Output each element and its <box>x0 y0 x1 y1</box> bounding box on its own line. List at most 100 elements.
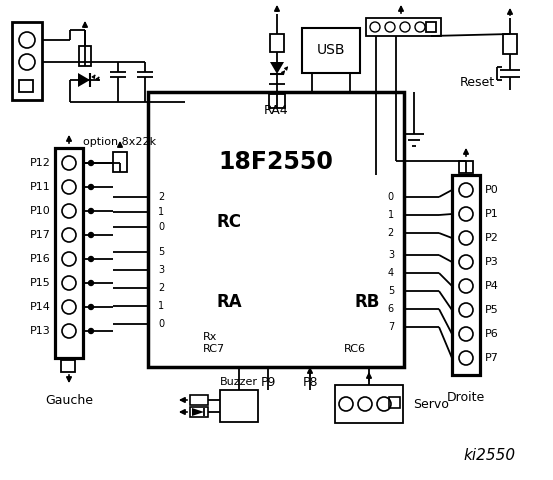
Text: RA: RA <box>216 293 242 311</box>
Bar <box>335 385 403 423</box>
Bar <box>452 175 480 375</box>
Circle shape <box>377 397 391 411</box>
Bar <box>190 395 208 405</box>
Text: Droite: Droite <box>447 391 485 404</box>
Circle shape <box>88 208 93 214</box>
Text: 3: 3 <box>388 250 394 260</box>
Text: P11: P11 <box>30 182 51 192</box>
Text: 0: 0 <box>158 319 164 329</box>
Circle shape <box>459 231 473 245</box>
Text: 6: 6 <box>388 304 394 314</box>
Circle shape <box>62 180 76 194</box>
Bar <box>270 34 284 52</box>
Text: 1: 1 <box>158 301 164 311</box>
Text: P17: P17 <box>30 230 51 240</box>
Polygon shape <box>192 408 204 416</box>
Circle shape <box>385 22 395 32</box>
Circle shape <box>62 252 76 266</box>
Circle shape <box>88 160 93 166</box>
Text: 2: 2 <box>158 283 164 293</box>
Text: P3: P3 <box>485 257 499 267</box>
Circle shape <box>62 300 76 314</box>
Bar <box>269 94 285 108</box>
Text: 5: 5 <box>158 247 164 257</box>
Text: 0: 0 <box>158 222 164 232</box>
Text: Gauche: Gauche <box>45 394 93 407</box>
Text: P16: P16 <box>30 254 51 264</box>
Circle shape <box>459 207 473 221</box>
Text: P6: P6 <box>485 329 499 339</box>
Text: USB: USB <box>317 43 345 57</box>
Text: P1: P1 <box>485 209 499 219</box>
Bar <box>220 390 258 422</box>
Circle shape <box>88 184 93 190</box>
Text: P14: P14 <box>30 302 51 312</box>
Circle shape <box>19 54 35 70</box>
Circle shape <box>459 351 473 365</box>
Text: P5: P5 <box>485 305 499 315</box>
Bar <box>459 161 473 173</box>
Text: Rx: Rx <box>203 332 217 342</box>
Text: P12: P12 <box>30 158 51 168</box>
Circle shape <box>459 183 473 197</box>
Text: ki2550: ki2550 <box>464 447 516 463</box>
Circle shape <box>400 22 410 32</box>
Bar <box>302 28 360 73</box>
Circle shape <box>88 304 93 310</box>
Circle shape <box>339 397 353 411</box>
Text: 2: 2 <box>158 192 164 202</box>
Text: P2: P2 <box>485 233 499 243</box>
Text: P0: P0 <box>485 185 499 195</box>
Bar <box>19 80 33 92</box>
Circle shape <box>415 22 425 32</box>
Text: RC: RC <box>216 213 241 231</box>
Bar <box>190 407 208 417</box>
Circle shape <box>88 280 93 286</box>
Text: P15: P15 <box>30 278 51 288</box>
Bar <box>366 18 441 36</box>
Text: option 8x22k: option 8x22k <box>84 137 156 147</box>
Text: 5: 5 <box>388 286 394 296</box>
Circle shape <box>19 32 35 48</box>
Text: 4: 4 <box>388 268 394 278</box>
Text: 18F2550: 18F2550 <box>218 150 333 174</box>
Text: 0: 0 <box>388 192 394 202</box>
Text: P4: P4 <box>485 281 499 291</box>
Circle shape <box>459 303 473 317</box>
Bar <box>148 92 404 367</box>
Text: RB: RB <box>354 293 379 311</box>
Bar <box>389 397 400 408</box>
Bar <box>12 22 42 100</box>
Text: Servo: Servo <box>413 397 449 410</box>
Text: P9: P9 <box>260 375 276 388</box>
Text: 2: 2 <box>388 228 394 238</box>
Bar <box>55 148 83 358</box>
Circle shape <box>62 204 76 218</box>
Circle shape <box>370 22 380 32</box>
Bar <box>79 46 91 66</box>
Bar <box>503 34 517 54</box>
Circle shape <box>358 397 372 411</box>
Circle shape <box>459 255 473 269</box>
Text: RA4: RA4 <box>264 104 288 117</box>
Circle shape <box>62 324 76 338</box>
Circle shape <box>459 279 473 293</box>
Circle shape <box>62 228 76 242</box>
Text: 7: 7 <box>388 322 394 332</box>
Bar <box>61 360 75 372</box>
Text: P7: P7 <box>485 353 499 363</box>
Text: Buzzer: Buzzer <box>220 377 258 387</box>
Text: RC6: RC6 <box>344 344 366 354</box>
Circle shape <box>62 156 76 170</box>
Text: RC7: RC7 <box>203 344 225 354</box>
Circle shape <box>88 256 93 262</box>
Text: Reset: Reset <box>460 75 495 88</box>
Text: 3: 3 <box>158 265 164 275</box>
Polygon shape <box>270 62 284 74</box>
Text: P8: P8 <box>302 375 318 388</box>
Text: P13: P13 <box>30 326 51 336</box>
Text: P10: P10 <box>30 206 51 216</box>
Circle shape <box>88 328 93 334</box>
Circle shape <box>459 327 473 341</box>
Polygon shape <box>78 73 90 87</box>
